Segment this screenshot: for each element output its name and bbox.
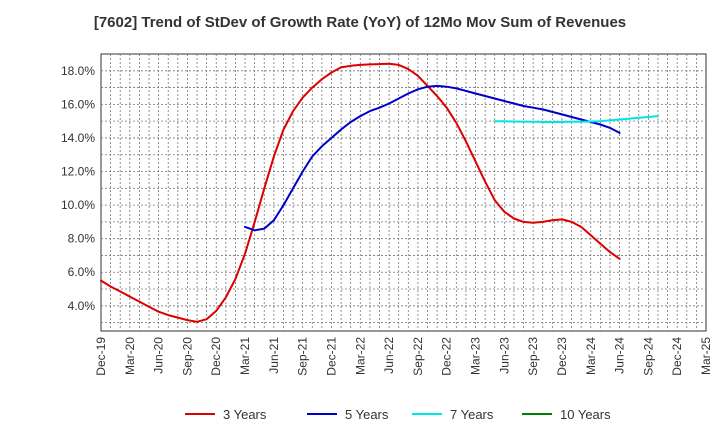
y-tick-label: 12.0% xyxy=(61,165,95,179)
x-tick-label: Jun-21 xyxy=(267,337,281,374)
y-tick-label: 10.0% xyxy=(61,198,95,212)
legend-label: 10 Years xyxy=(560,407,611,422)
x-tick-label: Dec-22 xyxy=(440,337,454,376)
plot-area xyxy=(100,53,707,332)
grid-layer xyxy=(100,53,707,332)
x-tick-label: Dec-23 xyxy=(555,337,569,376)
legend-layer: 3 Years 5 Years 7 Years 10 Years xyxy=(185,407,611,422)
series-line-7-years xyxy=(493,115,659,123)
x-tick-label: Mar-23 xyxy=(469,337,483,375)
x-tick-label: Mar-25 xyxy=(699,337,713,375)
series-line-5-years xyxy=(244,84,621,232)
x-tick-label: Jun-20 xyxy=(152,337,166,374)
x-tick-label: Jun-22 xyxy=(382,337,396,374)
x-tick-label: Dec-19 xyxy=(94,337,108,376)
x-tick-label: Dec-20 xyxy=(209,337,223,376)
x-tick-label: Mar-21 xyxy=(238,337,252,375)
chart-title: [7602] Trend of StDev of Growth Rate (Yo… xyxy=(93,14,627,31)
x-tick-label: Sep-23 xyxy=(526,337,540,376)
x-tick-label: Sep-22 xyxy=(411,337,425,376)
x-tick-label: Jun-23 xyxy=(497,337,511,374)
y-tick-label: 16.0% xyxy=(61,97,95,111)
y-tick-label: 6.0% xyxy=(68,265,96,279)
y-tick-label: 14.0% xyxy=(61,131,95,145)
series-line-3-years xyxy=(100,62,621,323)
x-tick-label: Dec-24 xyxy=(670,337,684,376)
y-tick-label: 18.0% xyxy=(61,64,95,78)
x-tick-label: Jun-24 xyxy=(613,337,627,374)
y-tick-label: 4.0% xyxy=(68,299,96,313)
legend-label: 5 Years xyxy=(345,407,389,422)
x-tick-label: Mar-20 xyxy=(123,337,137,375)
x-tick-label: Sep-21 xyxy=(296,337,310,376)
x-tick-label: Mar-22 xyxy=(353,337,367,375)
x-tick-label: Mar-24 xyxy=(584,337,598,375)
axis-layer: 4.0% 6.0% 8.0% 10.0% 12.0% 14.0% 16.0% 18.0% Dec… xyxy=(61,64,713,376)
series-layer xyxy=(100,62,659,323)
x-tick-label: Sep-20 xyxy=(180,337,194,376)
x-tick-label: Dec-21 xyxy=(324,337,338,376)
legend-label: 7 Years xyxy=(450,407,494,422)
x-tick-label: Sep-24 xyxy=(641,337,655,376)
y-tick-label: 8.0% xyxy=(68,232,96,246)
legend-label: 3 Years xyxy=(223,407,267,422)
